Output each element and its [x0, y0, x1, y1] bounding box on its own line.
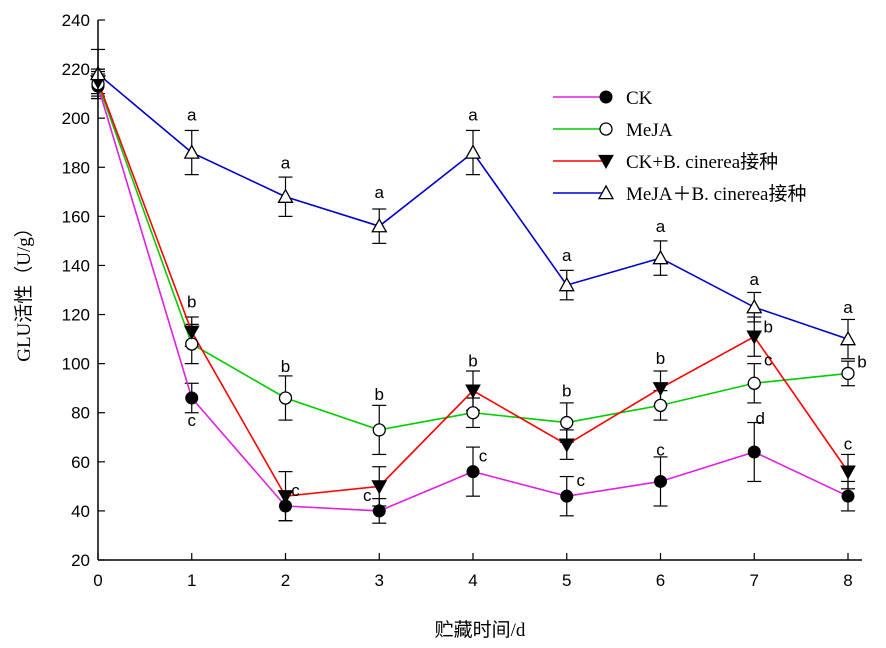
data-point [466, 406, 480, 420]
data-point [277, 490, 294, 505]
significance-label: a [562, 246, 572, 265]
y-tick-label: 120 [62, 306, 90, 325]
y-tick-label: 20 [71, 551, 90, 570]
data-point [652, 249, 669, 265]
y-axis-title: GLU活性（U/g） [13, 218, 35, 362]
significance-label: a [843, 298, 853, 317]
x-tick-label: 3 [375, 571, 384, 590]
legend-marker [599, 90, 613, 104]
data-point [652, 382, 669, 397]
series-markers [89, 65, 857, 518]
data-point [372, 504, 386, 518]
y-tick-label: 160 [62, 207, 90, 226]
significance-label: c [363, 486, 372, 505]
y-tick-label: 80 [71, 404, 90, 423]
legend-entry: MeJA [553, 120, 673, 141]
significance-label: b [764, 318, 773, 337]
significance-label: b [562, 382, 571, 401]
significance-label: d [756, 409, 765, 428]
x-tick-label: 8 [843, 571, 852, 590]
legend-entry: CK [553, 88, 653, 109]
x-tick-label: 2 [281, 571, 290, 590]
y-tick-label: 220 [62, 60, 90, 79]
y-tick-label: 40 [71, 502, 90, 521]
data-point [558, 276, 575, 292]
data-point [747, 376, 761, 390]
significance-label: b [656, 349, 665, 368]
data-point [746, 330, 763, 345]
significance-label: b [468, 352, 477, 371]
data-point [183, 144, 200, 159]
legend-marker [597, 184, 615, 200]
data-point [839, 330, 857, 346]
x-tick-label: 4 [468, 571, 477, 590]
y-tick-label: 180 [62, 158, 90, 177]
significance-label: b [375, 385, 384, 404]
legend-marker [598, 154, 614, 170]
x-tick-label: 5 [562, 571, 571, 590]
data-point [278, 391, 293, 405]
legend-label: CK [626, 88, 653, 109]
significance-label: b [187, 293, 196, 312]
data-point [371, 480, 388, 495]
data-point [558, 438, 575, 453]
significance-label: a [187, 106, 197, 125]
x-tick-label: 0 [93, 571, 102, 590]
significance-label: c [291, 481, 300, 500]
data-point [653, 398, 668, 413]
data-point [841, 366, 855, 381]
significance-label: c [764, 350, 773, 369]
legend-entry: MeJA＋B. cinerea接种 [553, 183, 806, 205]
data-point [466, 465, 480, 479]
significance-label: c [479, 447, 488, 466]
data-point [464, 144, 482, 159]
significance-label: a [281, 154, 291, 173]
x-tick-label: 6 [656, 571, 665, 590]
significance-label: a [468, 106, 478, 125]
significance-label: b [281, 357, 290, 376]
x-tick-label: 7 [750, 571, 759, 590]
data-point [277, 188, 294, 203]
legend: CK MeJA CK+B. cinerea接种 MeJA＋B. cinerea接种 [553, 88, 806, 205]
legend-label: MeJA＋B. cinerea接种 [626, 183, 806, 205]
significance-label: a [656, 217, 666, 236]
legend-marker [599, 122, 613, 136]
data-point [372, 423, 386, 437]
y-tick-label: 60 [71, 453, 90, 472]
y-tick-label: 140 [62, 256, 90, 275]
significance-label: a [375, 183, 385, 202]
data-point [465, 384, 481, 399]
axes [97, 20, 862, 561]
data-point [371, 217, 388, 233]
tick-marks: 20 40 60 80 100 120 140 160 180 200 220 240 0 1 2 3 4 5 6 7… [62, 11, 853, 590]
significance-label: b [857, 352, 866, 371]
data-point [840, 465, 856, 480]
significance-label: c [844, 435, 853, 454]
significance-label: a [750, 270, 760, 289]
legend-label: CK+B. cinerea接种 [626, 151, 778, 173]
legend-entry: CK+B. cinerea接种 [553, 151, 778, 173]
data-point [747, 445, 761, 459]
significance-label: c [188, 411, 197, 430]
y-tick-label: 100 [62, 355, 90, 374]
legend-label: MeJA [626, 120, 673, 141]
x-tick-label: 1 [187, 571, 196, 590]
data-point [560, 489, 574, 503]
data-point [183, 325, 200, 340]
data-point [654, 474, 667, 488]
data-point [841, 489, 855, 503]
data-point [185, 337, 199, 351]
y-tick-label: 240 [62, 11, 90, 30]
data-point [185, 391, 199, 405]
y-tick-label: 200 [62, 109, 90, 128]
significance-label: c [577, 471, 586, 490]
x-axis-title: 贮藏时间/d [435, 619, 526, 641]
data-point [560, 415, 574, 430]
data-point [746, 298, 763, 314]
significance-label: c [656, 440, 665, 459]
